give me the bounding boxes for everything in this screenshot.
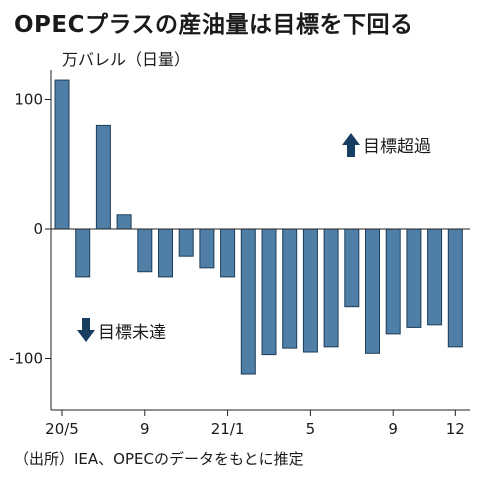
bar-20/10 — [158, 228, 173, 278]
y-axis-unit-label: 万バレル（日量） — [62, 50, 191, 69]
bar-20/7 — [95, 124, 111, 230]
source-note: （出所）IEA、OPECのデータをもとに推定 — [14, 450, 304, 468]
bar-21/7 — [344, 228, 360, 308]
y-tick-label: -100 — [9, 350, 43, 368]
axes-group — [50, 70, 470, 411]
bar-21/2 — [240, 228, 256, 375]
bar-21/11 — [427, 228, 443, 326]
down-arrow-icon — [77, 318, 95, 342]
bar-21/8 — [365, 228, 380, 354]
bar-20/11 — [178, 228, 194, 257]
ticks-group: 100 0 -100 20/5 9 21/1 5 9 12 — [9, 91, 465, 439]
x-tick-label: 9 — [388, 420, 398, 438]
x-tick-label: 20/5 — [45, 420, 79, 438]
x-tick-label: 21/1 — [211, 420, 245, 438]
annotation-over: 目標超過 — [342, 133, 431, 157]
x-tick-label: 12 — [446, 420, 465, 438]
bars-group — [54, 79, 463, 375]
chart-title: OPECプラスの産油量は目標を下回る — [14, 12, 414, 38]
bar-21/3 — [261, 228, 277, 356]
bar-21/4 — [282, 228, 298, 349]
bar-20/9 — [137, 228, 153, 273]
bar-21/5 — [302, 228, 318, 353]
x-tick-label: 9 — [140, 420, 150, 438]
y-tick-label: 0 — [33, 220, 43, 238]
bar-20/5 — [54, 79, 70, 230]
bar-20/6 — [75, 228, 91, 278]
annotation-under-label: 目標未達 — [98, 323, 166, 343]
annotation-under: 目標未達 — [77, 318, 166, 343]
y-tick-label: 100 — [14, 91, 43, 109]
bar-20/12 — [199, 228, 215, 269]
annotation-over-label: 目標超過 — [363, 137, 431, 157]
bar-21/9 — [385, 228, 401, 335]
bar-21/10 — [406, 228, 422, 328]
bar-20/8 — [116, 214, 132, 230]
bar-21/12 — [447, 228, 463, 348]
bar-21/6 — [323, 228, 339, 348]
bar-21/1 — [220, 228, 236, 278]
up-arrow-icon — [342, 133, 360, 157]
x-tick-label: 5 — [306, 420, 316, 438]
